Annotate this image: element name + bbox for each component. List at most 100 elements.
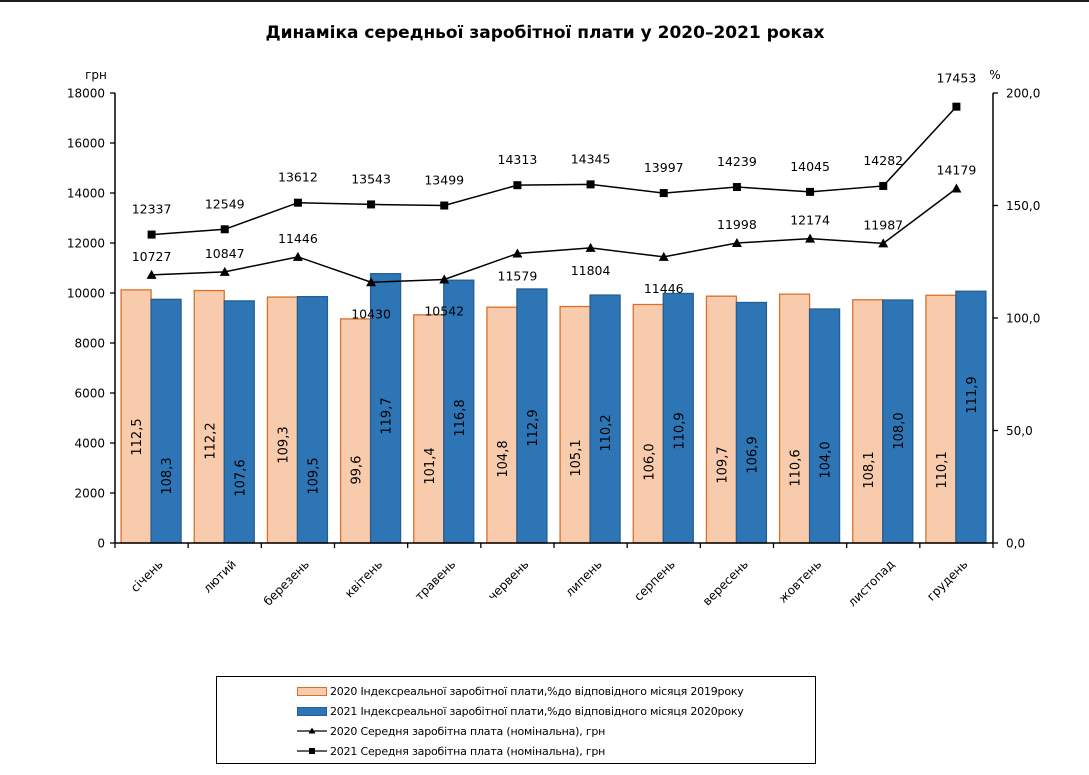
- bar-value-label: 110,2: [599, 414, 614, 451]
- x-category-label: травень: [412, 557, 458, 603]
- bar-value-label: 105,1: [569, 439, 584, 476]
- bar-2020-квітень: [339, 318, 372, 544]
- left-tick-label: 2000: [74, 487, 105, 501]
- x-category-label: грудень: [924, 557, 970, 603]
- square-marker: [513, 181, 522, 190]
- point-value-label: 13997: [644, 160, 684, 175]
- square-marker: [147, 230, 156, 239]
- point-value-label: 14313: [498, 152, 538, 167]
- point-value-label: 10542: [424, 303, 464, 318]
- bar-2020-січень: [120, 289, 152, 544]
- bar-value-label: 104,8: [496, 440, 511, 477]
- x-category-label: січень: [128, 557, 166, 595]
- square-marker: [293, 198, 302, 207]
- point-value-label: 14179: [937, 163, 977, 178]
- right-tick-label: 150,0: [1006, 199, 1040, 213]
- line-2021-wage: [151, 106, 957, 236]
- point-value-label: 11998: [717, 217, 757, 232]
- bar-value-label: 109,3: [276, 426, 291, 463]
- point-value-label: 10430: [351, 306, 391, 321]
- bar-2020-грудень: [925, 294, 957, 544]
- legend-label-2021-wage: 2021 Середня заробітна плата (номінальна…: [330, 744, 606, 758]
- legend-item-2020-index: 2020 Індексреальної заробітної плати,%до…: [297, 682, 744, 700]
- triangle-marker: [805, 233, 816, 243]
- left-axis-unit: грн: [85, 68, 107, 82]
- bar-value-label: 106,0: [642, 443, 657, 480]
- bar-2020-липень: [559, 305, 591, 544]
- square-marker: [586, 180, 595, 189]
- right-axis-unit: %: [989, 68, 1000, 82]
- point-value-label: 13499: [424, 173, 464, 188]
- top-border: [0, 0, 1089, 2]
- bar-value-label: 110,6: [789, 449, 804, 486]
- left-tick-label: 4000: [74, 437, 105, 451]
- bar-value-label: 109,5: [306, 457, 321, 494]
- line-2020-wage: [151, 187, 957, 284]
- point-value-label: 10847: [205, 246, 245, 261]
- bar-value-label: 101,4: [423, 447, 438, 484]
- square-marker: [806, 187, 815, 196]
- legend-label-2020-index: 2020 Індексреальної заробітної плати,%до…: [330, 684, 744, 698]
- triangle-marker: [146, 269, 157, 279]
- bar-value-label: 111,9: [965, 376, 980, 413]
- point-value-label: 13612: [278, 170, 318, 185]
- bar-2020-вересень: [705, 295, 738, 544]
- left-tick-label: 10000: [67, 287, 105, 301]
- triangle-marker: [731, 238, 742, 248]
- lines-group: [146, 102, 962, 287]
- point-value-label: 12174: [790, 213, 830, 228]
- bar-value-label: 116,8: [453, 399, 468, 436]
- point-value-label: 10727: [132, 249, 172, 264]
- point-value-label: 11579: [498, 269, 538, 284]
- triangle-marker-icon: [297, 726, 327, 736]
- left-tick-label: 14000: [67, 187, 105, 201]
- point-value-label: 12337: [132, 202, 172, 217]
- bar-2021-березень: [296, 295, 329, 544]
- point-value-label: 11804: [571, 263, 611, 278]
- legend-item-2020-wage: 2020 Середня заробітна плата (номінальна…: [297, 722, 605, 740]
- bar-value-label: 110,1: [935, 451, 950, 488]
- legend-label-2021-index: 2021 Індексреальної заробітної плати,%до…: [330, 704, 744, 718]
- bar-2021-вересень: [735, 301, 768, 544]
- square-marker: [220, 225, 229, 234]
- triangle-marker: [585, 242, 596, 252]
- point-value-label: 12549: [205, 196, 245, 211]
- triangle-marker: [366, 277, 377, 287]
- x-category-label: вересень: [700, 557, 751, 608]
- legend-swatch-2021-index: [297, 706, 327, 716]
- bar-value-label: 112,9: [526, 409, 541, 446]
- point-value-label: 14045: [790, 159, 830, 174]
- right-tick-label: 200,0: [1006, 87, 1040, 101]
- bar-2021-червень: [516, 288, 548, 544]
- x-category-label: березень: [261, 557, 312, 608]
- right-tick-label: 100,0: [1006, 312, 1040, 326]
- legend-label-2020-wage: 2020 Середня заробітна плата (номінальна…: [330, 724, 606, 738]
- labels-group: 112,5 112,2 109,3 99,6 101,4 104,8 105,1 106,0 1…: [130, 71, 980, 497]
- square-marker: [659, 189, 668, 198]
- left-tick-label: 18000: [67, 87, 105, 101]
- square-marker: [879, 181, 888, 190]
- point-value-label: 13543: [351, 171, 391, 186]
- bar-2021-травень: [443, 279, 475, 544]
- x-category-label: червень: [485, 557, 531, 603]
- bar-2021-січень: [150, 298, 182, 544]
- point-value-label: 14345: [571, 151, 611, 166]
- x-category-label: жовтень: [776, 557, 824, 605]
- bar-2020-березень: [266, 296, 299, 544]
- left-tick-label: 8000: [74, 337, 105, 351]
- bar-value-label: 108,0: [892, 412, 907, 449]
- legend-item-2021-wage: 2021 Середня заробітна плата (номінальна…: [297, 742, 605, 760]
- bar-2021-грудень: [955, 290, 987, 544]
- left-tick-label: 0: [97, 537, 105, 551]
- legend-item-2021-index: 2021 Індексреальної заробітної плати,%до…: [297, 702, 744, 720]
- right-tick-label: 0,0: [1006, 537, 1025, 551]
- bar-2020-жовтень: [778, 293, 811, 544]
- bar-value-label: 107,6: [233, 459, 248, 496]
- bar-value-label: 104,0: [819, 441, 834, 478]
- left-tick-label: 12000: [67, 237, 105, 251]
- chart-title: Динаміка середньої заробітної плати у 20…: [265, 23, 824, 43]
- triangle-marker: [292, 251, 303, 261]
- point-value-label: 14282: [863, 153, 903, 168]
- point-value-label: 17453: [937, 71, 977, 86]
- left-tick-label: 6000: [74, 387, 105, 401]
